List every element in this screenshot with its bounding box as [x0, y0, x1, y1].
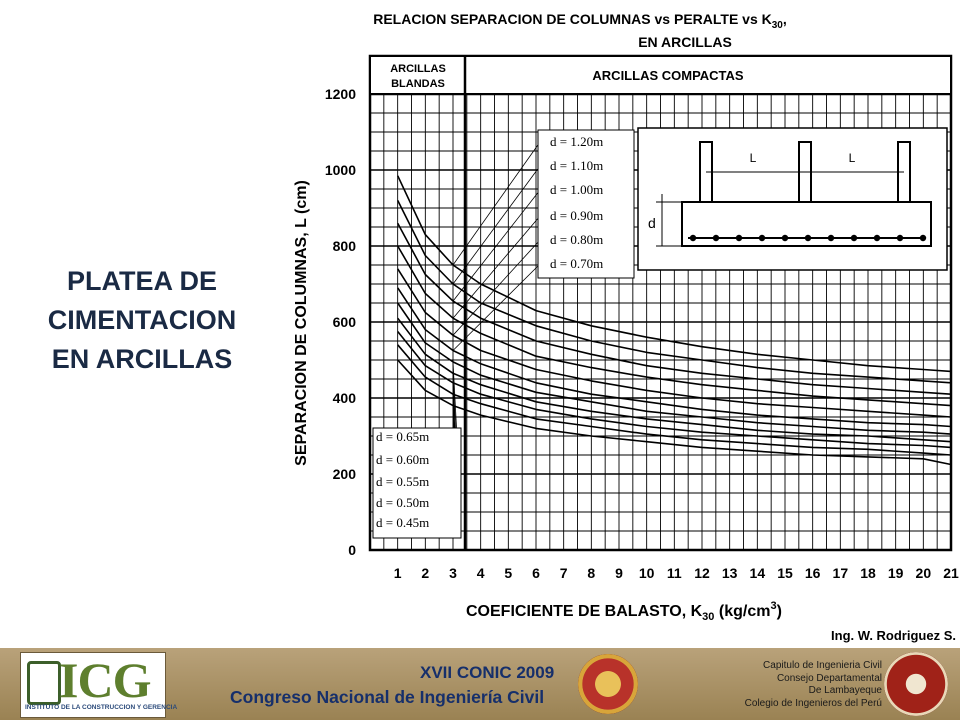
- y-tick-label: 800: [333, 238, 357, 254]
- chart-title-line-1: RELACION SEPARACION DE COLUMNAS vs PERAL…: [373, 11, 787, 31]
- series-label: d = 0.65m: [376, 429, 429, 444]
- conic-title: XVII CONIC 2009: [420, 663, 555, 682]
- leader-line: [452, 239, 541, 336]
- rebar-dot: [804, 234, 812, 242]
- x-tick-label: 18: [860, 565, 876, 581]
- leader-line: [452, 141, 541, 266]
- chart-title-line-2: EN ARCILLAS: [638, 34, 732, 50]
- chapter-line-4: Colegio de Ingenieros del Perú: [744, 697, 882, 709]
- x-tick-label: 1: [394, 565, 402, 581]
- y-tick-label: 400: [333, 390, 357, 406]
- inset-span-label-1: L: [750, 151, 757, 165]
- footer: ICG INSTITUTO DE LA CONSTRUCCION Y GEREN…: [0, 648, 960, 720]
- rebar-dot: [689, 234, 697, 242]
- rebar-dot: [896, 234, 904, 242]
- series-label: d = 1.00m: [550, 182, 603, 197]
- legend-upper-box: [537, 129, 635, 279]
- x-tick-label: 11: [667, 565, 682, 581]
- conic-seal-icon: [578, 654, 638, 714]
- rebar-dot: [712, 234, 720, 242]
- rebar-dot: [919, 234, 927, 242]
- x-tick-labels: 1 2 3 4 5 6 7 8 9 10 11 12 13 14 15 16 17 18 19 20 21: [394, 565, 959, 581]
- series-label: d = 0.45m: [376, 515, 429, 530]
- inset-depth-label: d: [648, 215, 656, 231]
- zone-label-soft-line-1: ARCILLAS: [390, 63, 446, 75]
- rebar-dot: [873, 234, 881, 242]
- inset-rebar-dots: [689, 234, 927, 242]
- chapter-line-2: Consejo Departamental: [776, 672, 882, 684]
- chapter-info: Capitulo de Ingenieria Civil Consejo Dep…: [745, 660, 882, 710]
- x-tick-label: 21: [943, 565, 959, 581]
- chapter-line-3: De Lambayeque: [808, 685, 882, 696]
- rebar-dot: [735, 234, 743, 242]
- x-tick-label: 3: [449, 565, 457, 581]
- y-tick-labels: 0 200 400 600 800 1000 1200: [325, 86, 356, 558]
- plot-area: ARCILLAS BLANDAS ARCILLAS COMPACTAS 0200…: [325, 54, 959, 581]
- slide-title-line-3: EN ARCILLAS: [51, 344, 233, 374]
- x-axis-label: COEFICIENTE DE BALASTO, K30 (kg/cm3): [466, 600, 782, 623]
- series-label: d = 1.10m: [550, 158, 603, 173]
- icg-logo-text: ICG: [59, 652, 151, 708]
- x-tick-label: 14: [750, 565, 766, 581]
- x-tick-label: 8: [587, 565, 595, 581]
- x-tick-label: 10: [639, 565, 655, 581]
- series-label: d = 0.80m: [550, 232, 603, 247]
- x-tick-label: 19: [888, 565, 904, 581]
- slide-title-line-2: CIMENTACION: [47, 305, 237, 335]
- inset-diagram: L L d: [637, 127, 948, 271]
- x-tick-label: 13: [722, 565, 738, 581]
- series-label: d = 0.70m: [550, 256, 603, 271]
- y-tick-label: 1200: [325, 86, 356, 102]
- leader-line: [452, 189, 541, 302]
- zone-label-compact: ARCILLAS COMPACTAS: [592, 68, 744, 83]
- y-axis-label: SEPARACION DE COLUMNAS, L (cm): [293, 180, 310, 466]
- x-tick-label: 7: [560, 565, 568, 581]
- y-tick-label: 1000: [325, 162, 356, 178]
- icg-logo: ICG INSTITUTO DE LA CONSTRUCCION Y GEREN…: [20, 652, 177, 718]
- legend-lower-box: [372, 427, 462, 539]
- x-tick-label: 6: [532, 565, 540, 581]
- rebar-dot: [781, 234, 789, 242]
- x-tick-label: 4: [477, 565, 485, 581]
- y-tick-label: 0: [348, 542, 356, 558]
- rebar-dot: [827, 234, 835, 242]
- series-label: d = 0.60m: [376, 452, 429, 467]
- chart-author: Ing. W. Rodriguez S.: [831, 628, 956, 643]
- x-tick-label: 9: [615, 565, 623, 581]
- conic-subtitle: Congreso Nacional de Ingeniería Civil: [230, 687, 545, 707]
- legend-labels: d = 1.20m d = 1.10m d = 1.00m d = 0.90m d = …: [376, 134, 603, 530]
- zone-header-bg: [371, 57, 950, 93]
- rebar-dot: [850, 234, 858, 242]
- globe-icon: [27, 661, 61, 705]
- series-label: d = 0.55m: [376, 474, 429, 489]
- chapter-line-1: Capitulo de Ingenieria Civil: [763, 660, 882, 671]
- chart: RELACION SEPARACION DE COLUMNAS vs PERAL…: [293, 11, 959, 643]
- x-tick-label: 16: [805, 565, 821, 581]
- leader-line: [452, 215, 541, 319]
- inset-span-label-2: L: [849, 151, 856, 165]
- series-label: d = 0.90m: [550, 208, 603, 223]
- cip-seal-icon: [884, 652, 948, 716]
- x-tick-label: 2: [421, 565, 429, 581]
- x-tick-label: 15: [777, 565, 793, 581]
- zone-label-soft-line-2: BLANDAS: [391, 78, 445, 90]
- leader-line: [452, 165, 541, 285]
- series-label: d = 1.20m: [550, 134, 603, 149]
- y-tick-label: 200: [333, 466, 357, 482]
- x-tick-label: 17: [833, 565, 849, 581]
- icg-logo-subtitle: INSTITUTO DE LA CONSTRUCCION Y GERENCIA: [25, 704, 178, 711]
- x-tick-label: 20: [916, 565, 932, 581]
- x-tick-label: 12: [694, 565, 710, 581]
- x-tick-label: 5: [504, 565, 512, 581]
- rebar-dot: [758, 234, 766, 242]
- leader-line: [452, 361, 458, 438]
- series-label: d = 0.50m: [376, 495, 429, 510]
- leader-line: [452, 263, 541, 351]
- slide-title: PLATEA DE CIMENTACION EN ARCILLAS: [18, 262, 266, 379]
- slide-title-line-1: PLATEA DE: [66, 266, 217, 296]
- y-tick-label: 600: [333, 314, 357, 330]
